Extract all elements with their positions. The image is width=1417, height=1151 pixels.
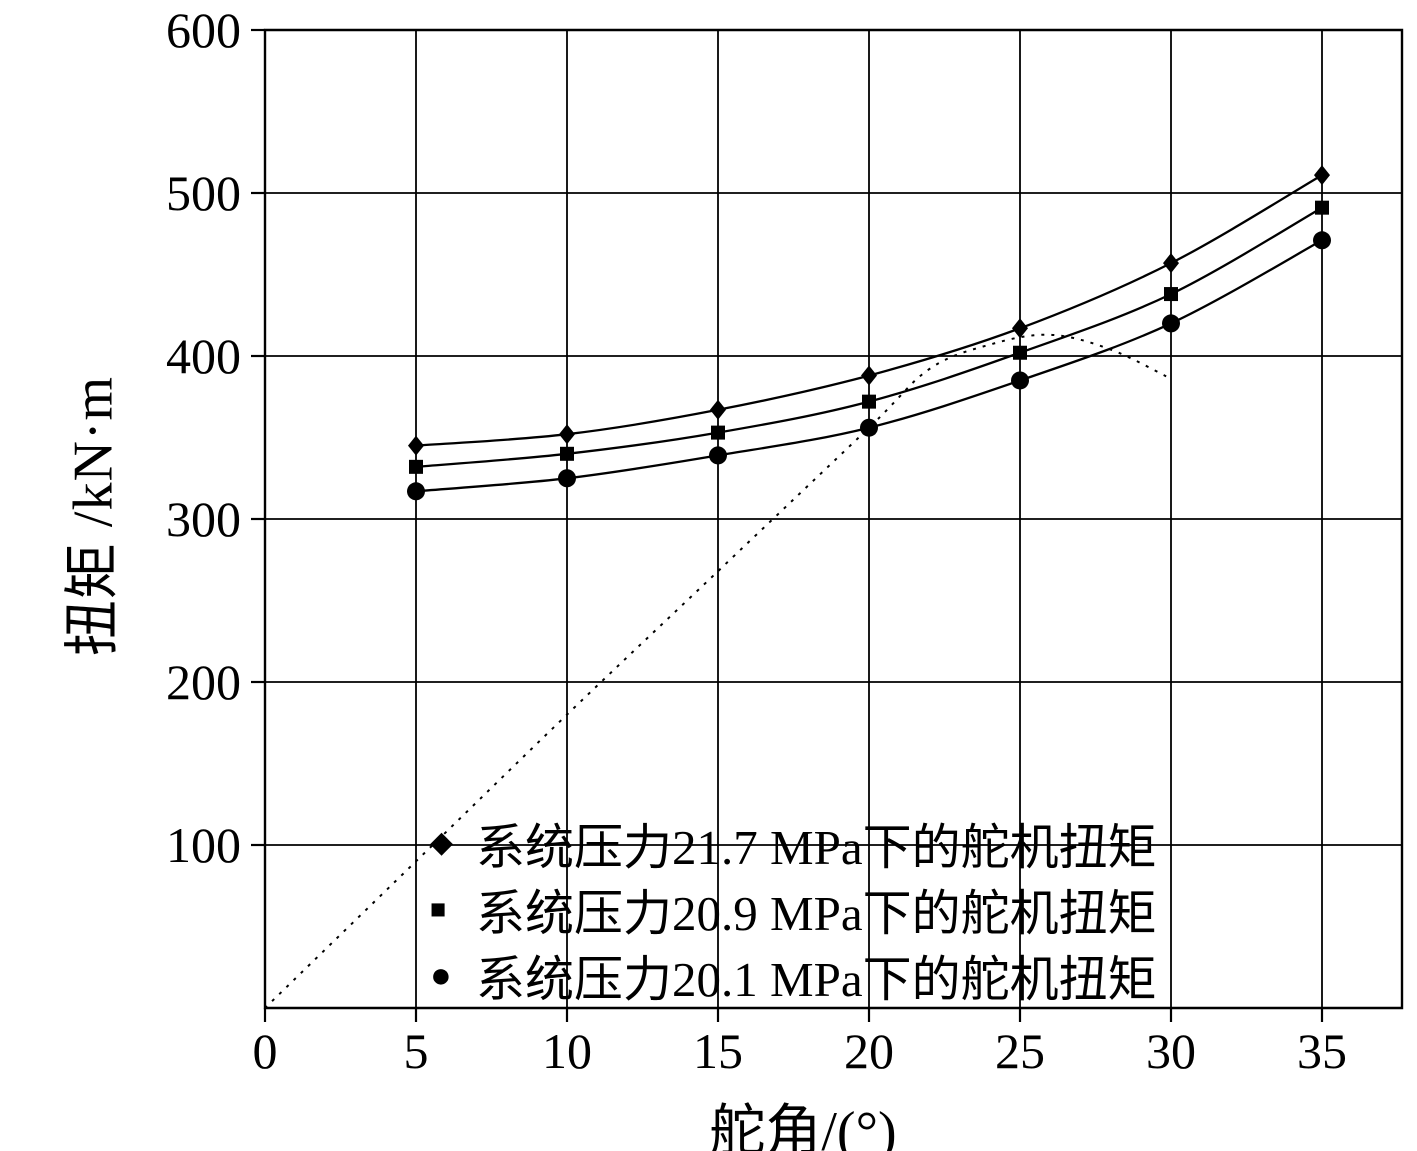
marker-diamond (408, 435, 424, 456)
marker-circle (407, 482, 425, 501)
marker-square (862, 394, 876, 409)
marker-diamond (1163, 253, 1179, 274)
marker-diamond (710, 399, 726, 420)
marker-diamond (1012, 318, 1028, 339)
legend-item-0: ◆ 系统压力21.7 MPa下的舵机扭矩 (430, 810, 1157, 876)
y-tick-label: 400 (166, 328, 241, 384)
legend-circle-icon: ● (430, 955, 452, 995)
x-tick-label: 0 (253, 1023, 278, 1079)
legend-square-icon: ■ (430, 893, 447, 924)
x-axis-title: 舵角/(°) (709, 1101, 897, 1151)
x-tick-label: 5 (404, 1023, 429, 1079)
x-tick-label: 25 (995, 1023, 1045, 1079)
legend-item-2: ● 系统压力20.1 MPa下的舵机扭矩 (430, 942, 1157, 1008)
y-tick-label: 600 (166, 2, 241, 58)
marker-square (1164, 287, 1178, 302)
legend-label: 系统压力21.7 MPa下的舵机扭矩 (476, 819, 1157, 875)
marker-square (1315, 200, 1329, 215)
marker-circle (1011, 371, 1029, 390)
x-tick-label: 20 (844, 1023, 894, 1079)
marker-diamond (861, 365, 877, 386)
marker-square (560, 446, 574, 461)
legend: ◆ 系统压力21.7 MPa下的舵机扭矩 ■ 系统压力20.9 MPa下的舵机扭矩 ● 系… (430, 810, 1157, 1008)
marker-circle (709, 446, 727, 465)
legend-diamond-icon: ◆ (430, 826, 454, 859)
y-tick-label: 300 (166, 491, 241, 547)
x-tick-label: 10 (542, 1023, 592, 1079)
legend-item-1: ■ 系统压力20.9 MPa下的舵机扭矩 (430, 876, 1157, 942)
marker-diamond (1314, 165, 1330, 186)
marker-circle (1313, 231, 1331, 250)
y-axis-title: 扭矩 /kN·m (62, 375, 125, 657)
marker-square (409, 459, 423, 474)
legend-label: 系统压力20.9 MPa下的舵机扭矩 (476, 885, 1157, 941)
legend-label: 系统压力20.1 MPa下的舵机扭矩 (476, 951, 1157, 1007)
marker-diamond (559, 424, 575, 445)
x-tick-label: 35 (1297, 1023, 1347, 1079)
x-tick-label: 30 (1146, 1023, 1196, 1079)
y-tick-label: 100 (166, 817, 241, 873)
marker-circle (558, 469, 576, 488)
marker-square (711, 425, 725, 440)
marker-circle (860, 418, 878, 437)
y-tick-label: 200 (166, 654, 241, 710)
y-tick-label: 500 (166, 165, 241, 221)
marker-square (1013, 345, 1027, 360)
marker-circle (1162, 314, 1180, 333)
x-tick-label: 15 (693, 1023, 743, 1079)
